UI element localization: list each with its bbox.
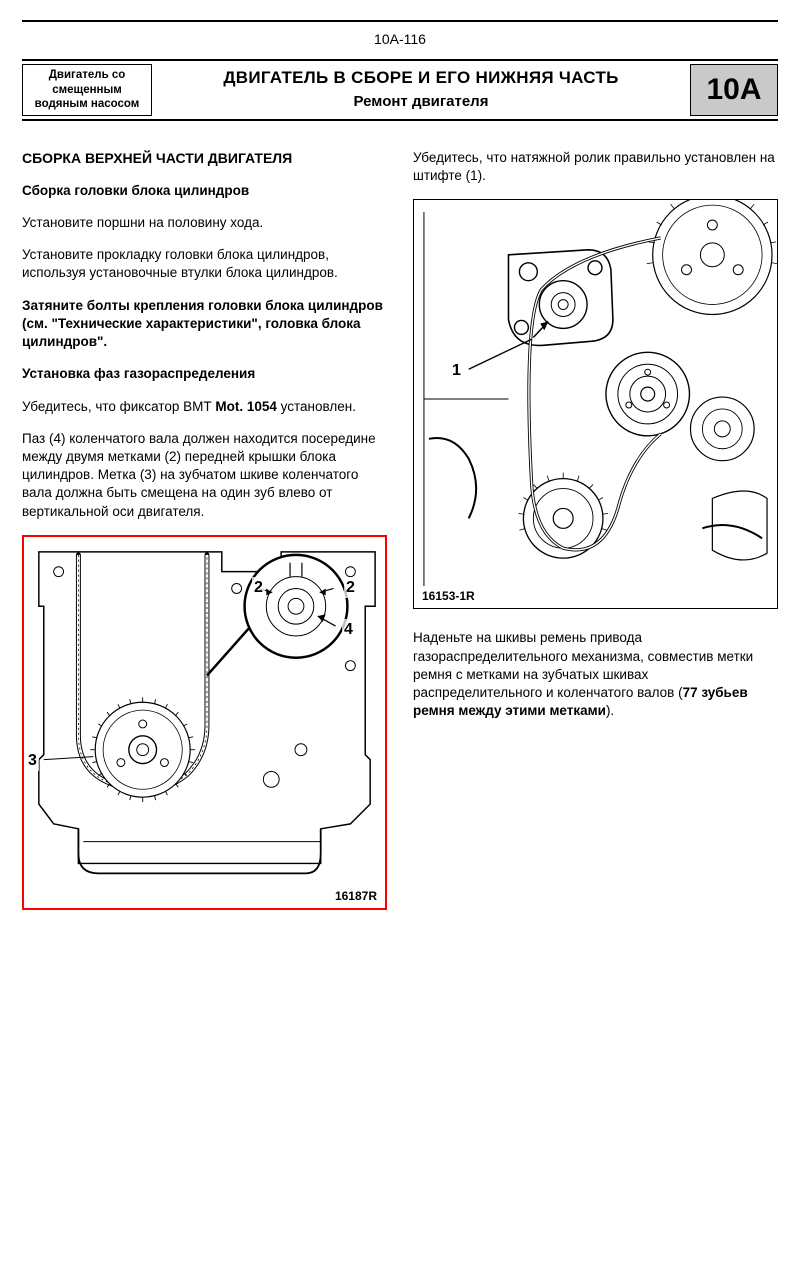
para-gasket: Установите прокладку головки блока цилин… (22, 246, 387, 282)
section-header: Двигатель со смещенным водяным насосом Д… (22, 59, 778, 121)
para-tdc-tool: Убедитесь, что фиксатор ВМТ Mot. 1054 ус… (22, 398, 387, 416)
para-tdc-post: установлен. (277, 399, 356, 414)
top-rule (22, 20, 778, 22)
figure-crank-timing-svg (24, 537, 385, 908)
header-center: ДВИГАТЕЛЬ В СБОРЕ И ЕГО НИЖНЯЯ ЧАСТЬ Рем… (158, 61, 684, 119)
para-tensioner-check: Убедитесь, что натяжной ролик правильно … (413, 149, 778, 185)
callout-2b: 2 (344, 577, 357, 599)
callout-2a: 2 (252, 577, 265, 599)
figure-caption-1: 16187R (333, 888, 379, 904)
header-left-box: Двигатель со смещенным водяным насосом (22, 64, 152, 116)
figure-crank-timing: 2 2 3 4 16187R (22, 535, 387, 910)
callout-4: 4 (342, 619, 355, 641)
tool-code: Mot. 1054 (215, 399, 277, 414)
para-pistons: Установите поршни на половину хода. (22, 214, 387, 232)
figure-tensioner: 1 16153-1R (413, 199, 778, 609)
figure-caption-2: 16153-1R (420, 588, 477, 604)
subheading-head-assembly: Сборка головки блока цилиндров (22, 182, 387, 200)
page-number: 10A-116 (22, 30, 778, 49)
header-code-box: 10A (690, 64, 778, 116)
subheading-timing: Установка фаз газораспределения (22, 365, 387, 383)
right-column: Убедитесь, что натяжной ролик правильно … (413, 149, 778, 910)
section-heading-assembly: СБОРКА ВЕРХНЕЙ ЧАСТИ ДВИГАТЕЛЯ (22, 149, 387, 168)
para-torque-bold: Затяните болты крепления головки блока ц… (22, 297, 387, 352)
figure-tensioner-svg (414, 200, 777, 608)
content-columns: СБОРКА ВЕРХНЕЙ ЧАСТИ ДВИГАТЕЛЯ Сборка го… (22, 149, 778, 910)
header-title: ДВИГАТЕЛЬ В СБОРЕ И ЕГО НИЖНЯЯ ЧАСТЬ (158, 67, 684, 90)
para-belt-install: Наденьте на шкивы ремень привода газорас… (413, 629, 778, 720)
para-belt-post: ). (606, 703, 614, 718)
left-column: СБОРКА ВЕРХНЕЙ ЧАСТИ ДВИГАТЕЛЯ Сборка го… (22, 149, 387, 910)
callout-1: 1 (450, 360, 463, 382)
callout-3: 3 (26, 750, 39, 772)
header-subtitle: Ремонт двигателя (158, 92, 684, 112)
para-tdc-pre: Убедитесь, что фиксатор ВМТ (22, 399, 215, 414)
para-crank-groove: Паз (4) коленчатого вала должен находитс… (22, 430, 387, 521)
